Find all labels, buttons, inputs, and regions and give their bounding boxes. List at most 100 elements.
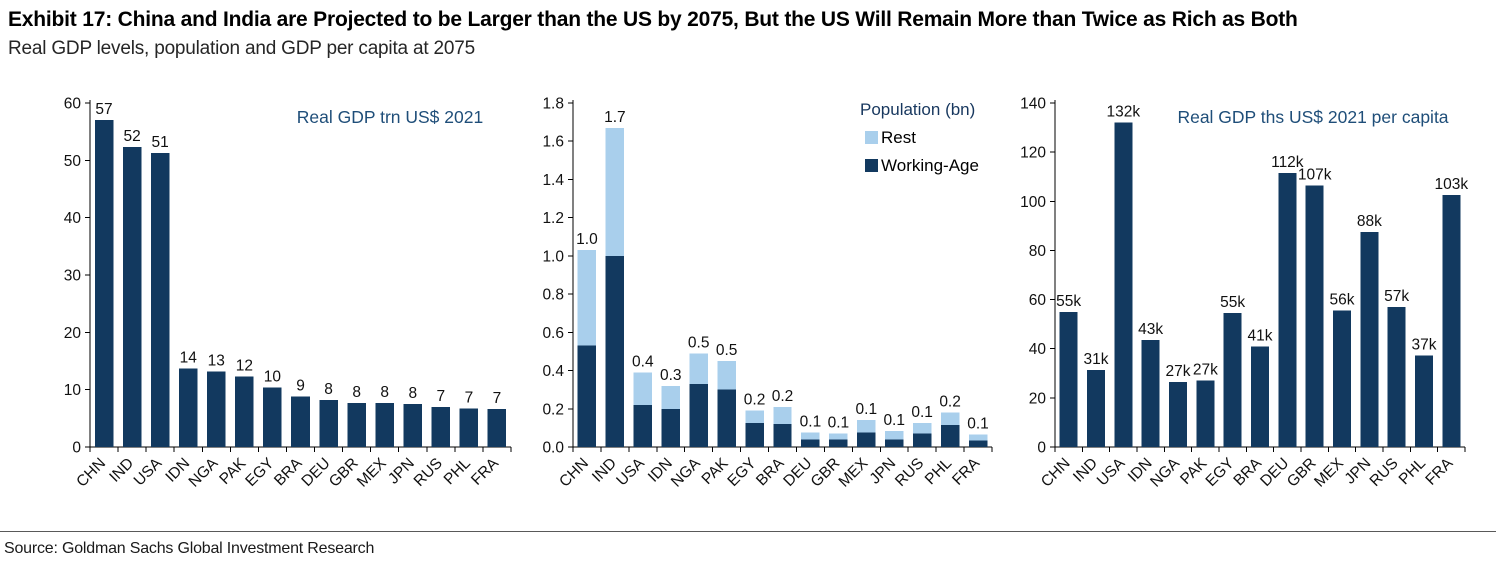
x-category-label: FRA: [1422, 454, 1456, 488]
bar-USA-rest: [633, 372, 653, 405]
bar-DEU: [319, 399, 338, 447]
x-category-label: IND: [589, 455, 620, 486]
value-label: 55k: [1056, 293, 1081, 310]
y-tick-label: 60: [1029, 292, 1047, 309]
bar-PHL-working-age: [940, 425, 960, 447]
bar-FRA-rest: [968, 434, 988, 441]
x-category-label: JPN: [867, 455, 900, 488]
value-label: 0.1: [967, 416, 989, 433]
bar-FRA: [1442, 195, 1461, 447]
legend: Population (bn) Rest Working-Age: [860, 100, 979, 175]
value-label: 57k: [1384, 288, 1409, 305]
bar-NGA-working-age: [689, 383, 708, 447]
x-category-label: DEU: [1257, 455, 1292, 490]
bar-DEU: [1278, 173, 1297, 447]
value-label: 103k: [1435, 176, 1469, 193]
x-category-label: DEU: [780, 455, 815, 490]
value-label: 52: [123, 128, 140, 145]
x-category-label: JPN: [1342, 455, 1375, 488]
bar-GBR-working-age: [829, 439, 848, 447]
value-label: 51: [152, 134, 169, 151]
x-category-label: GBR: [1284, 455, 1320, 491]
x-category-label: PHL: [441, 455, 475, 489]
x-category-label: EGY: [724, 455, 759, 490]
bar-CHN-rest: [577, 250, 597, 346]
bar-EGY-rest: [745, 410, 764, 424]
chart-gdp-per-capita: 02040608010012014055kCHN31kIND132kUSA43k…: [1020, 96, 1469, 491]
bar-DEU-rest: [801, 432, 820, 440]
charts-row: 0 10 20 30 40 50 60 57 CHN 52 IND 51 USA 14 IDN 13 NGA 12…: [0, 88, 1496, 523]
bar-EGY: [263, 387, 282, 447]
footer-divider: [0, 531, 1496, 532]
x-category-label: DEU: [298, 455, 333, 490]
bar-RUS: [431, 406, 451, 447]
value-label: 37k: [1412, 336, 1437, 353]
x-category-label: FRA: [468, 454, 502, 488]
bar-JPN: [403, 404, 423, 447]
bar-PAK-rest: [717, 361, 736, 390]
bar-EGY: [1223, 313, 1242, 447]
x-category-label: EGY: [1203, 455, 1238, 490]
bar-PHL: [459, 408, 479, 447]
x-category-label: JPN: [385, 455, 418, 488]
x-category-label: PAK: [1177, 454, 1211, 488]
x-category-label: GBR: [808, 455, 844, 491]
bar-IND-working-age: [605, 255, 625, 447]
x-category-label: EGY: [242, 455, 277, 490]
bar-NGA-rest: [689, 353, 708, 384]
bar-PHL-rest: [940, 412, 960, 426]
bar-DEU-working-age: [801, 439, 820, 447]
value-label: 27k: [1166, 363, 1191, 380]
bar-RUS-rest: [912, 423, 932, 434]
x-category-label: NGA: [1147, 454, 1183, 490]
bar-FRA: [487, 409, 507, 447]
value-label: 0.2: [939, 394, 961, 411]
x-category-label: NGA: [186, 454, 222, 490]
x-category-label: CHN: [556, 455, 592, 491]
x-category-label: MEX: [354, 454, 390, 490]
value-label: 7: [465, 390, 474, 407]
value-label: 0.5: [716, 342, 738, 359]
value-label: 0.2: [744, 392, 766, 409]
value-label: 0.2: [772, 388, 794, 405]
bar-GBR: [1305, 185, 1324, 448]
x-category-label: USA: [131, 454, 166, 489]
y-tick-label: 0.6: [542, 325, 564, 342]
bar-CHN: [1059, 311, 1078, 447]
y-tick-label: 0: [1037, 440, 1046, 457]
value-label: 9: [296, 378, 305, 395]
bar-PHL: [1414, 355, 1434, 447]
bar-MEX-working-age: [857, 432, 876, 447]
bar-NGA: [1168, 381, 1188, 447]
bar-IND: [1086, 370, 1106, 447]
y-tick-label: 1.4: [542, 172, 564, 189]
value-label: 8: [408, 385, 417, 402]
value-label: 41k: [1248, 327, 1273, 344]
y-tick-label: 0.4: [542, 363, 564, 380]
bar-EGY-working-age: [745, 423, 764, 447]
x-category-label: GBR: [326, 455, 362, 491]
y-tick-label: 20: [1029, 390, 1047, 407]
chart-title: Real GDP ths US$ 2021 per capita: [1177, 107, 1448, 127]
x-category-label: MEX: [836, 454, 872, 490]
bar-JPN: [1360, 232, 1379, 447]
value-label: 0.1: [856, 401, 878, 418]
legend-title: Population (bn): [860, 100, 975, 119]
bar-NGA: [207, 371, 226, 447]
bar-IDN-rest: [661, 385, 680, 409]
y-tick-label: 0.8: [542, 287, 564, 304]
bar-PAK: [235, 376, 254, 447]
legend-label: Working-Age: [881, 156, 979, 175]
exhibit-subtitle: Real GDP levels, population and GDP per …: [8, 38, 475, 59]
y-tick-label: 40: [1029, 341, 1047, 358]
exhibit-title: Exhibit 17: China and India are Projecte…: [8, 8, 1298, 31]
value-label: 112k: [1271, 154, 1304, 171]
value-label: 10: [264, 368, 282, 385]
x-category-label: CHN: [73, 455, 109, 491]
x-category-label: USA: [613, 454, 648, 489]
bar-FRA-working-age: [968, 440, 988, 447]
x-category-label: IND: [106, 455, 137, 486]
value-label: 7: [493, 390, 502, 407]
y-tick-label: 0.2: [542, 401, 564, 418]
